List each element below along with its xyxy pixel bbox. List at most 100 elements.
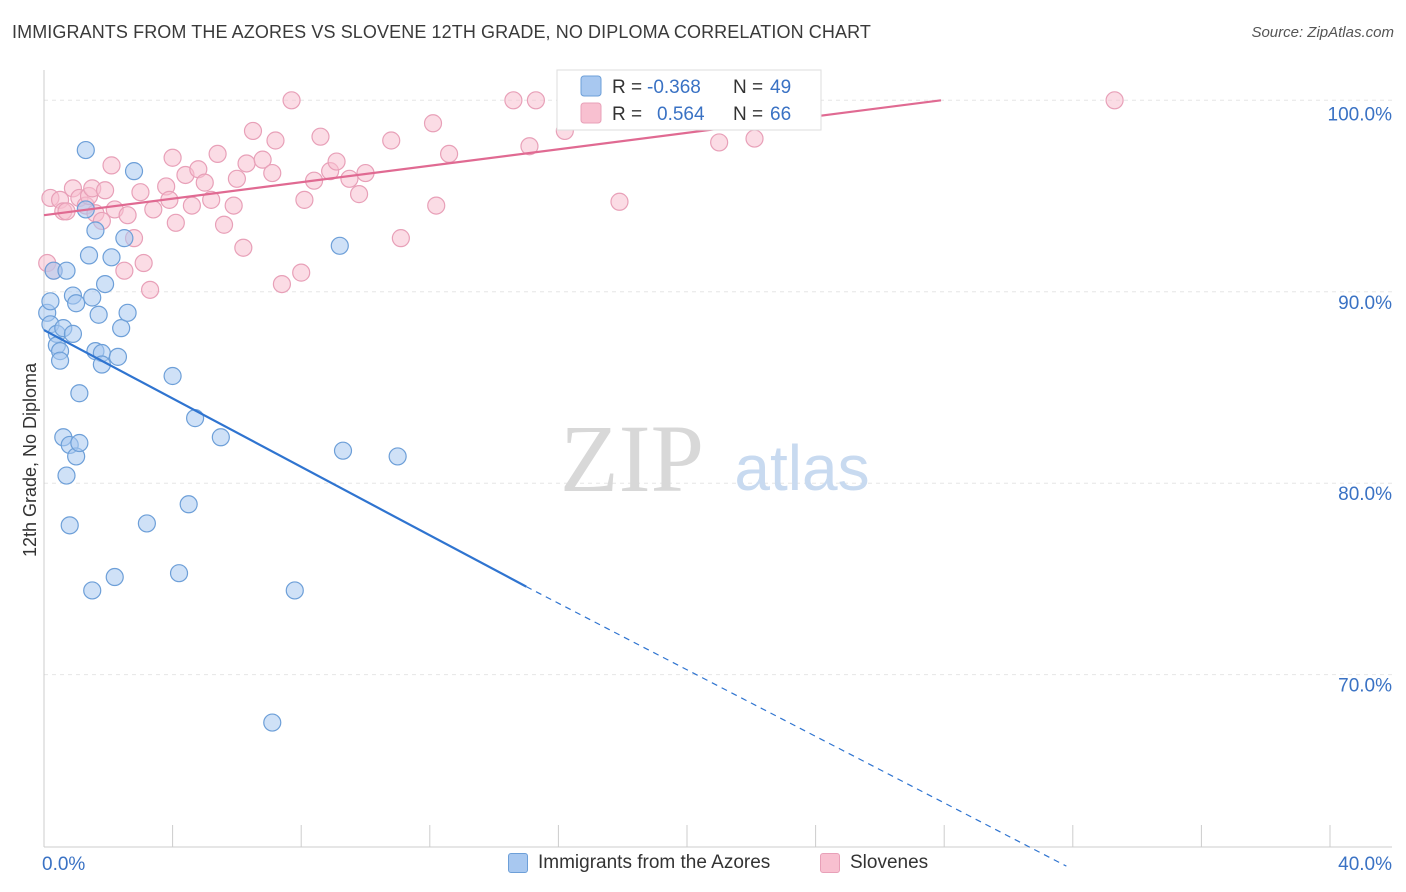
azores-point: [83, 581, 102, 600]
slovenes-point: [163, 148, 182, 167]
slovenes-point: [282, 91, 301, 110]
grid-lines: [44, 99, 1392, 676]
slovenes-point: [1105, 91, 1124, 110]
slovenes-point: [134, 253, 153, 273]
azores-point: [70, 384, 89, 403]
y-tick-labels: 100.0% 90.0% 80.0% 70.0%: [1328, 104, 1393, 696]
azores-point: [108, 347, 128, 366]
slovenes-point: [182, 196, 201, 215]
azores-point: [89, 305, 108, 324]
azores-point: [60, 516, 79, 535]
slovenes-point: [427, 196, 446, 215]
zipatlas-watermark: ZIP atlas: [560, 405, 870, 512]
slovenes-point: [745, 129, 764, 148]
slovenes-point: [202, 190, 221, 209]
legend-item-slovenes: Slovenes: [820, 852, 928, 874]
legend-label-azores: Immigrants from the Azores: [538, 852, 771, 873]
azores-point: [76, 140, 95, 160]
slovenes-point: [266, 131, 285, 150]
azores-point: [41, 292, 60, 311]
azores-trend-line: [43, 329, 527, 588]
stats-n-label-blue: N =: [733, 77, 763, 98]
slovenes-point: [263, 163, 282, 183]
slovenes-point: [295, 190, 314, 209]
slovenes-point: [237, 154, 256, 173]
azores-point: [70, 433, 89, 453]
x-tick-label: 0.0%: [42, 854, 85, 875]
azores-point: [169, 564, 189, 583]
slovenes-point: [166, 213, 185, 232]
azores-point: [79, 246, 99, 265]
y-tick-label: 70.0%: [1338, 676, 1392, 697]
chart-title: IMMIGRANTS FROM THE AZORES VS SLOVENE 12…: [12, 22, 871, 42]
slovenes-point: [227, 169, 246, 188]
azores-point: [330, 236, 349, 255]
slovenes-point: [327, 152, 346, 171]
watermark-zip: ZIP: [560, 405, 704, 512]
slovenes-point: [234, 238, 253, 257]
stats-n-value-pink: 66: [770, 104, 791, 125]
slovenes-point: [140, 280, 160, 299]
x-tick-labels: 0.0% 40.0%: [42, 854, 1392, 875]
stats-swatch-blue: [580, 75, 602, 97]
azores-point: [285, 581, 304, 600]
azores-point: [83, 288, 102, 307]
azores-point: [115, 229, 134, 248]
slovenes-point: [195, 173, 214, 192]
slovenes-point: [382, 131, 401, 150]
slovenes-point: [253, 150, 272, 169]
legend-swatch-azores: [508, 853, 528, 873]
azores-point: [86, 221, 105, 240]
azores-point: [105, 567, 124, 587]
azores-point: [57, 466, 76, 485]
chart-source: Source: ZipAtlas.com: [1251, 24, 1394, 41]
legend-swatch-slovenes: [820, 853, 840, 873]
slovenes-point: [391, 229, 410, 248]
legend-label-slovenes: Slovenes: [850, 852, 929, 873]
azores-point: [179, 495, 198, 514]
y-axis-label: 12th Grade, No Diploma: [20, 362, 40, 557]
slovenes-point: [214, 215, 234, 234]
slovenes-point: [224, 196, 243, 215]
y-tick-label: 100.0%: [1328, 104, 1393, 125]
watermark-atlas: atlas: [734, 432, 869, 504]
y-tick-label: 90.0%: [1338, 293, 1392, 314]
azores-point: [67, 294, 86, 313]
slovenes-point: [520, 137, 539, 156]
azores-point: [112, 319, 131, 338]
azores-point: [211, 428, 230, 447]
x-tick-label: 40.0%: [1338, 854, 1392, 875]
stats-r-value-pink: 0.564: [657, 104, 705, 125]
y-tick-label: 80.0%: [1338, 484, 1392, 505]
azores-point: [63, 324, 83, 343]
stats-swatch-pink: [580, 102, 602, 124]
slovenes-point: [272, 274, 292, 294]
stats-r-value-blue: -0.368: [647, 77, 701, 98]
slovenes-point: [118, 206, 137, 225]
slovenes-point: [243, 121, 263, 141]
slovenes-point: [131, 183, 150, 202]
slovenes-point: [423, 114, 443, 133]
slovenes-point: [102, 156, 121, 175]
stats-r-label-blue: R =: [612, 77, 642, 98]
slovenes-point: [95, 181, 115, 200]
stats-r-label-pink: R =: [612, 104, 642, 125]
slovenes-point: [311, 127, 330, 146]
azores-point: [333, 441, 353, 460]
azores-trend-extension: [525, 586, 1067, 867]
azores-point: [163, 366, 182, 386]
slovenes-point: [340, 169, 359, 188]
axes: [43, 70, 1392, 848]
slovenes-point: [115, 261, 134, 280]
slovenes-point: [526, 91, 545, 110]
slovenes-point: [292, 263, 311, 282]
azores-point: [57, 261, 76, 280]
slovenes-point: [208, 144, 227, 164]
azores-point: [102, 248, 121, 267]
stats-legend: R = -0.368 N = 49 R = 0.564 N = 66: [556, 69, 822, 131]
azores-point: [263, 713, 282, 732]
azores-point: [388, 447, 407, 466]
azores-point: [50, 351, 70, 370]
slovenes-point: [439, 144, 459, 164]
